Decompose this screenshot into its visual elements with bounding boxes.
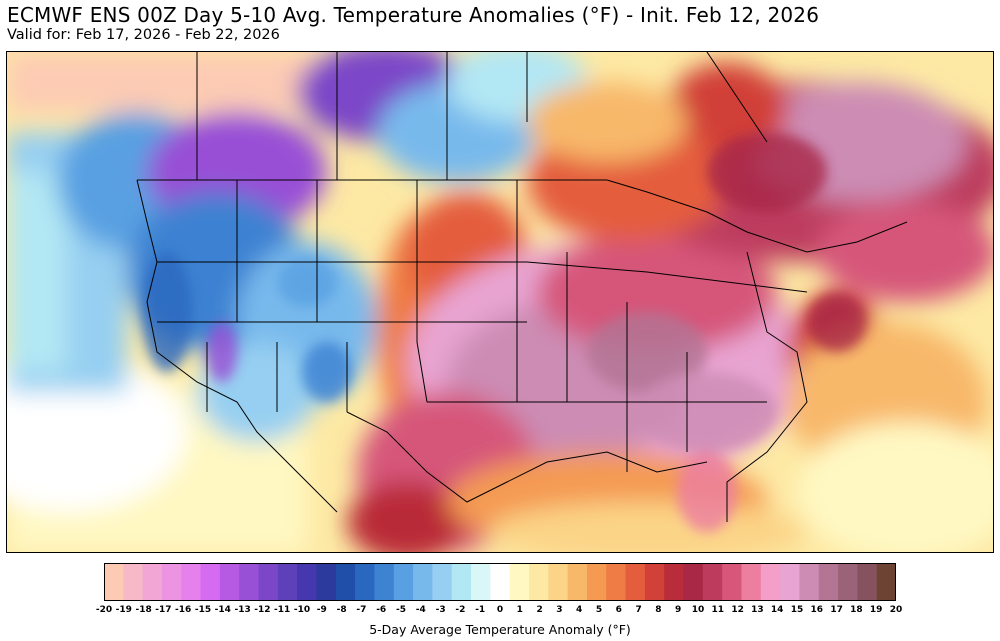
- colorbar-swatch: [432, 563, 453, 601]
- colorbar-tick-label: -10: [293, 605, 311, 615]
- colorbar-tick-label: -17: [155, 605, 172, 615]
- colorbar-tick-label: -8: [336, 605, 347, 615]
- colorbar-swatch: [876, 563, 896, 601]
- colorbar-tick-label: 20: [889, 605, 903, 615]
- colorbar-label: 5-Day Average Temperature Anomaly (°F): [369, 622, 631, 637]
- colorbar-swatch: [104, 563, 124, 601]
- colorbar-tick-label: 10: [691, 605, 705, 615]
- colorbar-tick-label: 2: [536, 605, 543, 615]
- colorbar-tick-label: 9: [675, 605, 682, 615]
- colorbar-swatch: [760, 563, 781, 601]
- colorbar-tick-label: 12: [731, 605, 744, 615]
- colorbar-swatch: [702, 563, 723, 601]
- colorbar-swatch: [393, 563, 414, 601]
- colorbar-tick-label: 18: [850, 605, 863, 615]
- colorbar-tick-label: -6: [376, 605, 387, 615]
- anomaly-map: [6, 51, 994, 553]
- colorbar-tick-label: -5: [396, 605, 406, 615]
- colorbar-swatch: [509, 563, 530, 601]
- colorbar-tick-label: 11: [711, 605, 725, 615]
- chart-title: ECMWF ENS 00Z Day 5-10 Avg. Temperature …: [7, 3, 820, 27]
- colorbar-tick-label: -14: [214, 605, 231, 615]
- colorbar-tick-label: -1: [475, 605, 486, 615]
- colorbar-tick-label: 17: [830, 605, 843, 615]
- colorbar-tick-label: -13: [234, 605, 251, 615]
- colorbar-tick-label: 1: [516, 605, 523, 615]
- colorbar-swatch: [799, 563, 820, 601]
- colorbar-swatch: [161, 563, 182, 601]
- colorbar-tick-label: 4: [576, 605, 583, 615]
- colorbar-tick-label: -4: [415, 605, 426, 615]
- colorbar-tick-label: 6: [615, 605, 622, 615]
- colorbar-tick-label: 8: [655, 605, 662, 615]
- colorbar-tick-label: -12: [254, 605, 271, 615]
- colorbar-swatch: [838, 563, 858, 601]
- colorbar-swatch: [258, 563, 279, 601]
- colorbar-swatch: [374, 563, 395, 601]
- colorbar-swatch: [142, 563, 163, 601]
- colorbar-tick-label: -20: [95, 605, 113, 615]
- colorbar-swatch: [818, 563, 839, 601]
- colorbar-swatch: [277, 563, 298, 601]
- colorbar-swatch: [316, 563, 337, 601]
- colorbar-tick-label: 0: [496, 605, 504, 615]
- colorbar-swatch: [683, 563, 704, 601]
- colorbar-swatch: [780, 563, 800, 601]
- colorbar-tick-label: 13: [751, 605, 764, 615]
- colorbar-swatch: [355, 563, 375, 601]
- colorbar-swatch: [490, 563, 511, 601]
- colorbar-swatch: [741, 563, 762, 601]
- colorbar-swatch: [200, 563, 221, 601]
- colorbar-tick-label: -18: [135, 605, 152, 615]
- colorbar-tick-label: 5: [595, 605, 603, 615]
- colorbar-tick-label: -15: [194, 605, 212, 615]
- colorbar-ticks: -20 -19 -18 -17 -16 -15 -14 -13 -12 -11 -10 -9 -8 -7-…: [96, 605, 902, 619]
- colorbar-swatch: [181, 563, 202, 601]
- colorbar-swatch: [857, 563, 878, 601]
- colorbar-tick-label: -7: [356, 605, 367, 615]
- colorbar-tick-label: -3: [435, 605, 446, 615]
- colorbar-swatch: [722, 563, 742, 601]
- colorbar-swatch: [239, 563, 260, 601]
- colorbar-swatch: [625, 563, 646, 601]
- colorbar-tick-label: -19: [115, 605, 132, 615]
- colorbar-tick-label: -16: [175, 605, 192, 615]
- colorbar-swatch: [567, 563, 588, 601]
- valid-dates-subtitle: Valid for: Feb 17, 2026 - Feb 22, 2026: [7, 27, 280, 43]
- colorbar-swatch: [548, 563, 569, 601]
- colorbar-swatch: [335, 563, 356, 601]
- colorbar-tick-label: -2: [455, 605, 466, 615]
- colorbar-swatch: [219, 563, 240, 601]
- colorbar-swatch: [586, 563, 607, 601]
- colorbar-tick-label: -9: [316, 605, 327, 615]
- colorbar: [104, 563, 896, 601]
- colorbar-tick-label: 14: [770, 605, 784, 615]
- colorbar-swatch: [644, 563, 665, 601]
- colorbar-tick-label: 3: [556, 605, 563, 615]
- colorbar-swatch: [664, 563, 685, 601]
- colorbar-tick-label: 15: [790, 605, 804, 615]
- state-borders: [136, 52, 908, 522]
- colorbar-tick-label: 16: [810, 605, 824, 615]
- colorbar-swatch: [471, 563, 491, 601]
- colorbar-tick-label: 19: [869, 605, 883, 615]
- colorbar-swatch: [606, 563, 627, 601]
- colorbar-swatch: [528, 563, 549, 601]
- colorbar-swatch: [123, 563, 144, 601]
- colorbar-frame: [104, 563, 896, 601]
- colorbar-swatch: [413, 563, 433, 601]
- colorbar-swatch: [451, 563, 472, 601]
- colorbar-tick-label: 7: [635, 605, 642, 615]
- colorbar-swatch: [297, 563, 317, 601]
- colorbar-tick-label: -11: [274, 605, 291, 615]
